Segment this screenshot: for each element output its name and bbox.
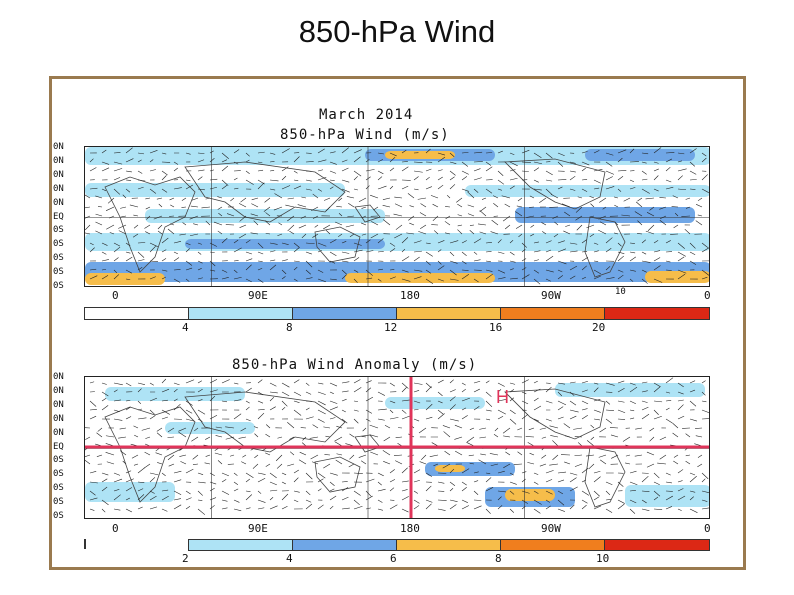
bottom-lat-label: 0N bbox=[53, 399, 64, 410]
top-lat-label: 0N bbox=[53, 197, 64, 208]
bottom-coastline bbox=[354, 434, 381, 453]
top-lat-label: 0S bbox=[53, 253, 64, 264]
bottom-lat-label: EQ bbox=[53, 441, 64, 452]
top-colorbar-seg bbox=[396, 308, 502, 319]
top-lon-label-90w: 90W bbox=[541, 289, 561, 302]
top-coastline bbox=[504, 158, 606, 210]
top-colorbar-tick: 4 bbox=[182, 321, 189, 334]
bottom-shade bbox=[85, 482, 175, 502]
top-lat-label: 0N bbox=[53, 169, 64, 180]
bottom-lon-label-90w: 90W bbox=[541, 522, 561, 535]
bottom-colorbar-tick: 6 bbox=[390, 552, 397, 565]
bottom-lat-label: 0S bbox=[53, 511, 64, 521]
top-shade bbox=[345, 273, 495, 283]
top-shade bbox=[145, 209, 385, 223]
top-colorbar-tick: 12 bbox=[384, 321, 398, 334]
bottom-wind-vectors bbox=[85, 377, 709, 515]
figure-frame: March 2014 850-hPa Wind (m/s) 0 90E 180 … bbox=[49, 76, 746, 570]
bottom-anomaly-map: H bbox=[84, 376, 710, 519]
bottom-panel-title: 850-hPa Wind Anomaly (m/s) bbox=[232, 357, 478, 373]
bottom-lon-label-90e: 90E bbox=[248, 522, 268, 535]
bottom-colorbar-tick: 4 bbox=[286, 552, 293, 565]
bottom-colorbar bbox=[188, 539, 710, 551]
top-shade bbox=[85, 262, 709, 282]
bottom-colorbar-seg bbox=[293, 540, 397, 550]
bottom-shade bbox=[505, 489, 555, 501]
bottom-coastline bbox=[504, 388, 606, 440]
bottom-shade bbox=[625, 485, 709, 507]
bottom-lon-label-0-end: 0 bbox=[704, 522, 711, 535]
top-colorbar-seg bbox=[501, 308, 606, 319]
top-panel-title-month: March 2014 bbox=[319, 107, 414, 123]
top-shade bbox=[585, 149, 695, 161]
top-lat-label: 0S bbox=[53, 267, 64, 278]
top-coastline bbox=[314, 226, 361, 263]
bottom-lat-label: 0S bbox=[53, 483, 64, 494]
bottom-colorbar-start-mark bbox=[84, 539, 86, 549]
top-lon-label-0: 0 bbox=[112, 289, 119, 302]
top-lat-label: 0N bbox=[53, 142, 64, 152]
top-lat-label: 0S bbox=[53, 281, 64, 291]
top-wind-vectors bbox=[85, 147, 709, 285]
top-lon-label-0-end: 0 bbox=[704, 289, 711, 302]
bottom-colorbar-seg bbox=[605, 540, 709, 550]
bottom-lat-label: 0N bbox=[53, 385, 64, 396]
slide-title: 850-h​Pa Wind bbox=[298, 14, 496, 49]
top-shade bbox=[645, 271, 709, 283]
bottom-colorbar-seg bbox=[501, 540, 605, 550]
bottom-coastline bbox=[314, 456, 361, 493]
top-shade bbox=[515, 207, 695, 223]
bottom-shade bbox=[105, 387, 245, 401]
bottom-coastline bbox=[184, 391, 346, 453]
top-shade bbox=[465, 185, 709, 197]
top-coastline bbox=[354, 204, 381, 223]
bottom-lon-label-0: 0 bbox=[112, 522, 119, 535]
top-shade bbox=[85, 183, 345, 197]
anomaly-h-label: H bbox=[496, 387, 509, 407]
bottom-shade bbox=[385, 397, 485, 409]
bottom-colorbar-tick: 8 bbox=[495, 552, 502, 565]
bottom-colorbar-seg bbox=[397, 540, 501, 550]
bottom-lat-label: 0S bbox=[53, 497, 64, 508]
top-shade bbox=[85, 273, 165, 285]
top-colorbar-seg bbox=[188, 308, 293, 319]
top-lon-label-180: 180 bbox=[400, 289, 420, 302]
top-lat-label: 0S bbox=[53, 239, 64, 250]
top-lat-label: 0N bbox=[53, 183, 64, 194]
bottom-colorbar-tick: 2 bbox=[182, 552, 189, 565]
top-colorbar-seg bbox=[292, 308, 397, 319]
bottom-lon-label-180: 180 bbox=[400, 522, 420, 535]
top-colorbar-seg bbox=[605, 308, 709, 319]
top-coastline bbox=[184, 161, 346, 223]
bottom-lat-label: 0N bbox=[53, 413, 64, 424]
bottom-lat-label: 0N bbox=[53, 372, 64, 382]
top-lat-label: 0N bbox=[53, 155, 64, 166]
top-panel-title: 850-hPa Wind (m/s) bbox=[280, 127, 450, 143]
top-lat-label: 0S bbox=[53, 225, 64, 236]
top-colorbar-tick: 20 bbox=[592, 321, 606, 334]
top-lon-label-90e: 90E bbox=[248, 289, 268, 302]
bottom-lat-label: 0S bbox=[53, 455, 64, 466]
bottom-colorbar-seg bbox=[189, 540, 293, 550]
bottom-colorbar-tick: 10 bbox=[596, 552, 610, 565]
bottom-coastline bbox=[584, 446, 626, 508]
top-wind-map bbox=[84, 146, 710, 287]
top-colorbar-tick: 16 bbox=[489, 321, 503, 334]
bottom-lat-label: 0S bbox=[53, 469, 64, 480]
top-lat-label: EQ bbox=[53, 211, 64, 222]
top-colorbar-seg bbox=[85, 308, 189, 319]
top-colorbar bbox=[84, 307, 710, 320]
bottom-shade bbox=[555, 383, 705, 397]
top-stray-label: 10 bbox=[615, 287, 626, 297]
top-coastline bbox=[104, 176, 196, 273]
top-colorbar-tick: 8 bbox=[286, 321, 293, 334]
bottom-lat-label: 0N bbox=[53, 427, 64, 438]
bottom-shade bbox=[435, 465, 465, 472]
